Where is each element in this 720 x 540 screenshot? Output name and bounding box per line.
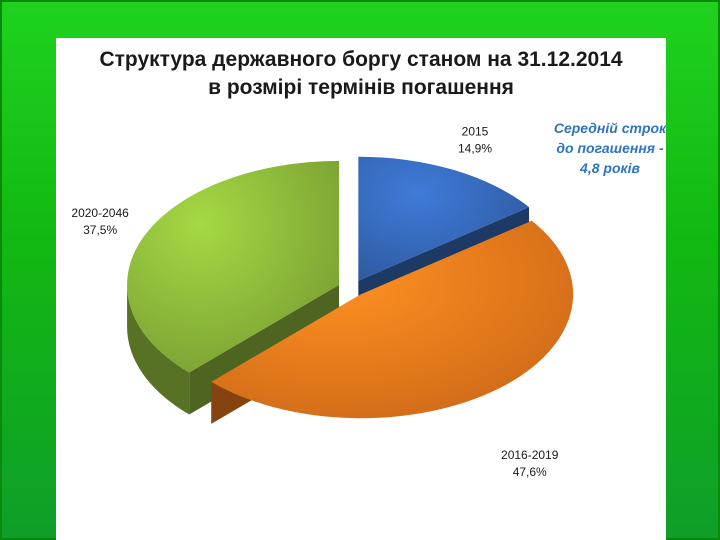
pie-value-label: 47,6% — [513, 465, 547, 479]
pie-slice-top — [358, 156, 530, 281]
chart-panel: Структура державного боргу станом на 31.… — [56, 38, 666, 540]
chart-title-line-1: Структура державного боргу станом на 31.… — [99, 48, 623, 71]
chart-title: Структура державного боргу станом на 31.… — [56, 46, 666, 102]
pie-labels-layer: 2015 14,9% 2016-2019 47,6% 2020-2046 37,5% — [71, 125, 558, 479]
pie-category-label: 2016-2019 — [501, 448, 559, 462]
pie-slice-top — [127, 160, 340, 373]
pie-slice-top — [211, 220, 574, 419]
annotation-line-3: 4,8 років — [580, 160, 640, 176]
pie-slices-layer — [127, 156, 574, 424]
average-term-annotation: Середній строк до погашення - 4,8 років — [540, 118, 680, 178]
pie-chart: 2015 14,9% 2016-2019 47,6% 2020-2046 37,5% — [71, 125, 574, 479]
pie-value-label: 37,5% — [83, 223, 117, 237]
pie-category-label: 2015 — [462, 125, 489, 139]
pie-category-label: 2020-2046 — [71, 206, 129, 220]
annotation-line-2: до погашення - — [556, 140, 664, 156]
pie-slice-2016-2019 — [211, 220, 574, 424]
annotation-line-1: Середній строк — [553, 120, 667, 136]
chart-title-line-2: в розмірі термінів погашення — [208, 76, 514, 99]
pie-value-label: 14,9% — [458, 142, 492, 156]
pie-slice-side — [127, 283, 190, 415]
